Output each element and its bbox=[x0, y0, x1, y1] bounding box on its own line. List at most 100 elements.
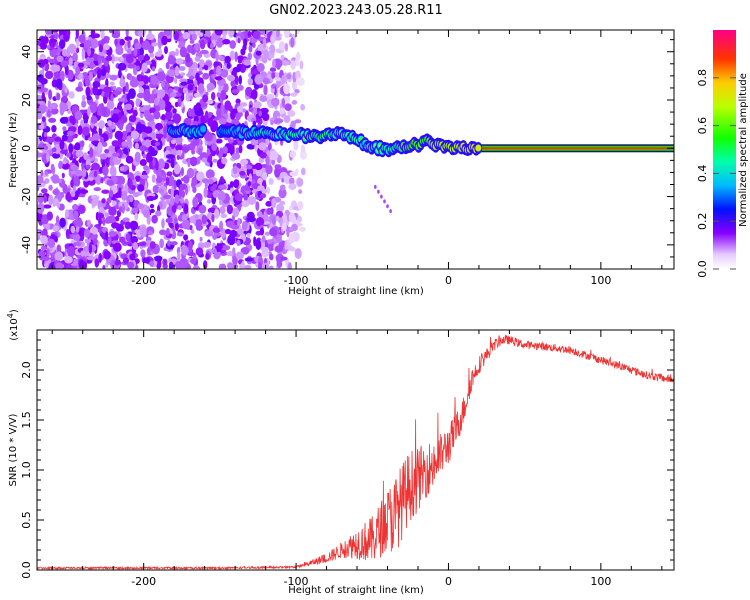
noise-speckle bbox=[95, 174, 102, 185]
noise-speckle bbox=[170, 187, 174, 198]
y-tick-label: 0.0 bbox=[20, 561, 33, 579]
noise-speckle bbox=[104, 212, 110, 218]
noise-speckle bbox=[258, 30, 266, 36]
noise-speckle bbox=[129, 78, 139, 88]
noise-speckle bbox=[181, 151, 185, 159]
noise-speckle bbox=[156, 71, 166, 82]
noise-speckle bbox=[270, 120, 274, 126]
noise-speckle bbox=[158, 188, 165, 194]
noise-speckle bbox=[175, 144, 183, 151]
noise-speckle bbox=[207, 207, 217, 214]
noise-speckle bbox=[148, 145, 154, 154]
noise-speckle bbox=[226, 204, 234, 215]
noise-speckle bbox=[100, 30, 105, 39]
noise-speckle bbox=[111, 113, 120, 124]
noise-speckle bbox=[269, 44, 276, 55]
noise-speckle bbox=[149, 208, 155, 214]
noise-speckle bbox=[284, 103, 292, 111]
noise-speckle bbox=[169, 198, 175, 206]
snr-ylabel: SNR (10 * V/V) bbox=[8, 413, 19, 486]
noise-speckle bbox=[180, 81, 188, 86]
noise-speckle bbox=[140, 174, 149, 180]
noise-speckle bbox=[276, 259, 283, 269]
noise-speckle bbox=[286, 245, 294, 251]
noise-speckle bbox=[186, 167, 195, 178]
signal-streak bbox=[374, 184, 377, 189]
noise-speckle bbox=[103, 250, 111, 260]
noise-speckle bbox=[179, 46, 188, 58]
noise-speckle bbox=[227, 74, 236, 82]
noise-speckle bbox=[197, 147, 202, 156]
noise-speckle bbox=[269, 67, 277, 72]
noise-speckle bbox=[227, 262, 234, 269]
noise-speckle bbox=[149, 204, 155, 209]
spectrogram-data bbox=[37, 30, 674, 269]
noise-speckle bbox=[287, 262, 292, 269]
noise-speckle bbox=[98, 216, 102, 227]
noise-speckle bbox=[170, 139, 177, 145]
noise-speckle bbox=[74, 169, 84, 177]
noise-speckle bbox=[179, 183, 187, 190]
noise-speckle bbox=[65, 191, 73, 202]
noise-speckle bbox=[90, 115, 98, 124]
noise-speckle bbox=[54, 32, 59, 40]
noise-speckle bbox=[114, 215, 120, 222]
noise-speckle bbox=[144, 126, 153, 134]
noise-speckle bbox=[253, 64, 257, 69]
noise-speckle bbox=[109, 74, 118, 81]
noise-speckle bbox=[187, 107, 193, 117]
noise-speckle bbox=[112, 176, 118, 184]
noise-speckle bbox=[288, 183, 297, 190]
noise-speckle bbox=[195, 219, 203, 230]
noise-speckle bbox=[207, 117, 214, 127]
noise-speckle bbox=[97, 109, 104, 117]
noise-speckle bbox=[266, 207, 273, 215]
noise-speckle bbox=[62, 49, 68, 57]
noise-speckle bbox=[290, 120, 297, 126]
noise-speckle bbox=[99, 206, 105, 214]
noise-speckle bbox=[109, 189, 114, 198]
noise-speckle bbox=[194, 43, 200, 51]
noise-speckle bbox=[68, 143, 74, 154]
noise-speckle bbox=[218, 184, 227, 190]
noise-speckle bbox=[177, 205, 182, 211]
noise-speckle bbox=[244, 30, 249, 39]
noise-speckle bbox=[228, 30, 234, 38]
colorbar-tick-label: 0.8 bbox=[696, 69, 709, 87]
noise-speckle bbox=[97, 68, 102, 79]
noise-speckle bbox=[197, 83, 205, 94]
noise-speckle bbox=[66, 152, 71, 158]
noise-speckle bbox=[175, 58, 184, 65]
noise-speckle bbox=[269, 150, 279, 161]
noise-speckle bbox=[109, 165, 117, 177]
noise-speckle bbox=[284, 30, 290, 39]
noise-speckle bbox=[263, 84, 268, 96]
noise-speckle bbox=[233, 179, 240, 189]
noise-speckle bbox=[252, 30, 261, 40]
noise-speckle bbox=[229, 40, 236, 49]
noise-speckle bbox=[119, 78, 126, 88]
noise-speckle bbox=[121, 203, 125, 214]
noise-speckle bbox=[290, 60, 297, 70]
noise-speckle bbox=[192, 197, 198, 208]
noise-speckle bbox=[299, 150, 307, 160]
noise-speckle bbox=[245, 86, 253, 97]
noise-speckle bbox=[91, 162, 100, 170]
noise-speckle bbox=[299, 60, 304, 70]
spectrogram-xlabel: Height of straight line (km) bbox=[288, 286, 424, 297]
noise-speckle bbox=[55, 48, 60, 54]
noise-speckle bbox=[46, 152, 50, 163]
noise-speckle bbox=[242, 220, 248, 231]
noise-speckle bbox=[296, 77, 305, 86]
noise-speckle bbox=[79, 229, 83, 237]
noise-speckle bbox=[56, 92, 61, 101]
noise-speckle bbox=[73, 241, 82, 247]
noise-speckle bbox=[244, 265, 252, 269]
noise-speckle bbox=[201, 178, 210, 184]
noise-speckle bbox=[48, 89, 53, 101]
noise-speckle bbox=[146, 33, 155, 40]
noise-speckle bbox=[137, 92, 145, 99]
noise-speckle bbox=[248, 107, 254, 113]
noise-speckle bbox=[296, 177, 304, 187]
noise-speckle bbox=[94, 258, 100, 268]
